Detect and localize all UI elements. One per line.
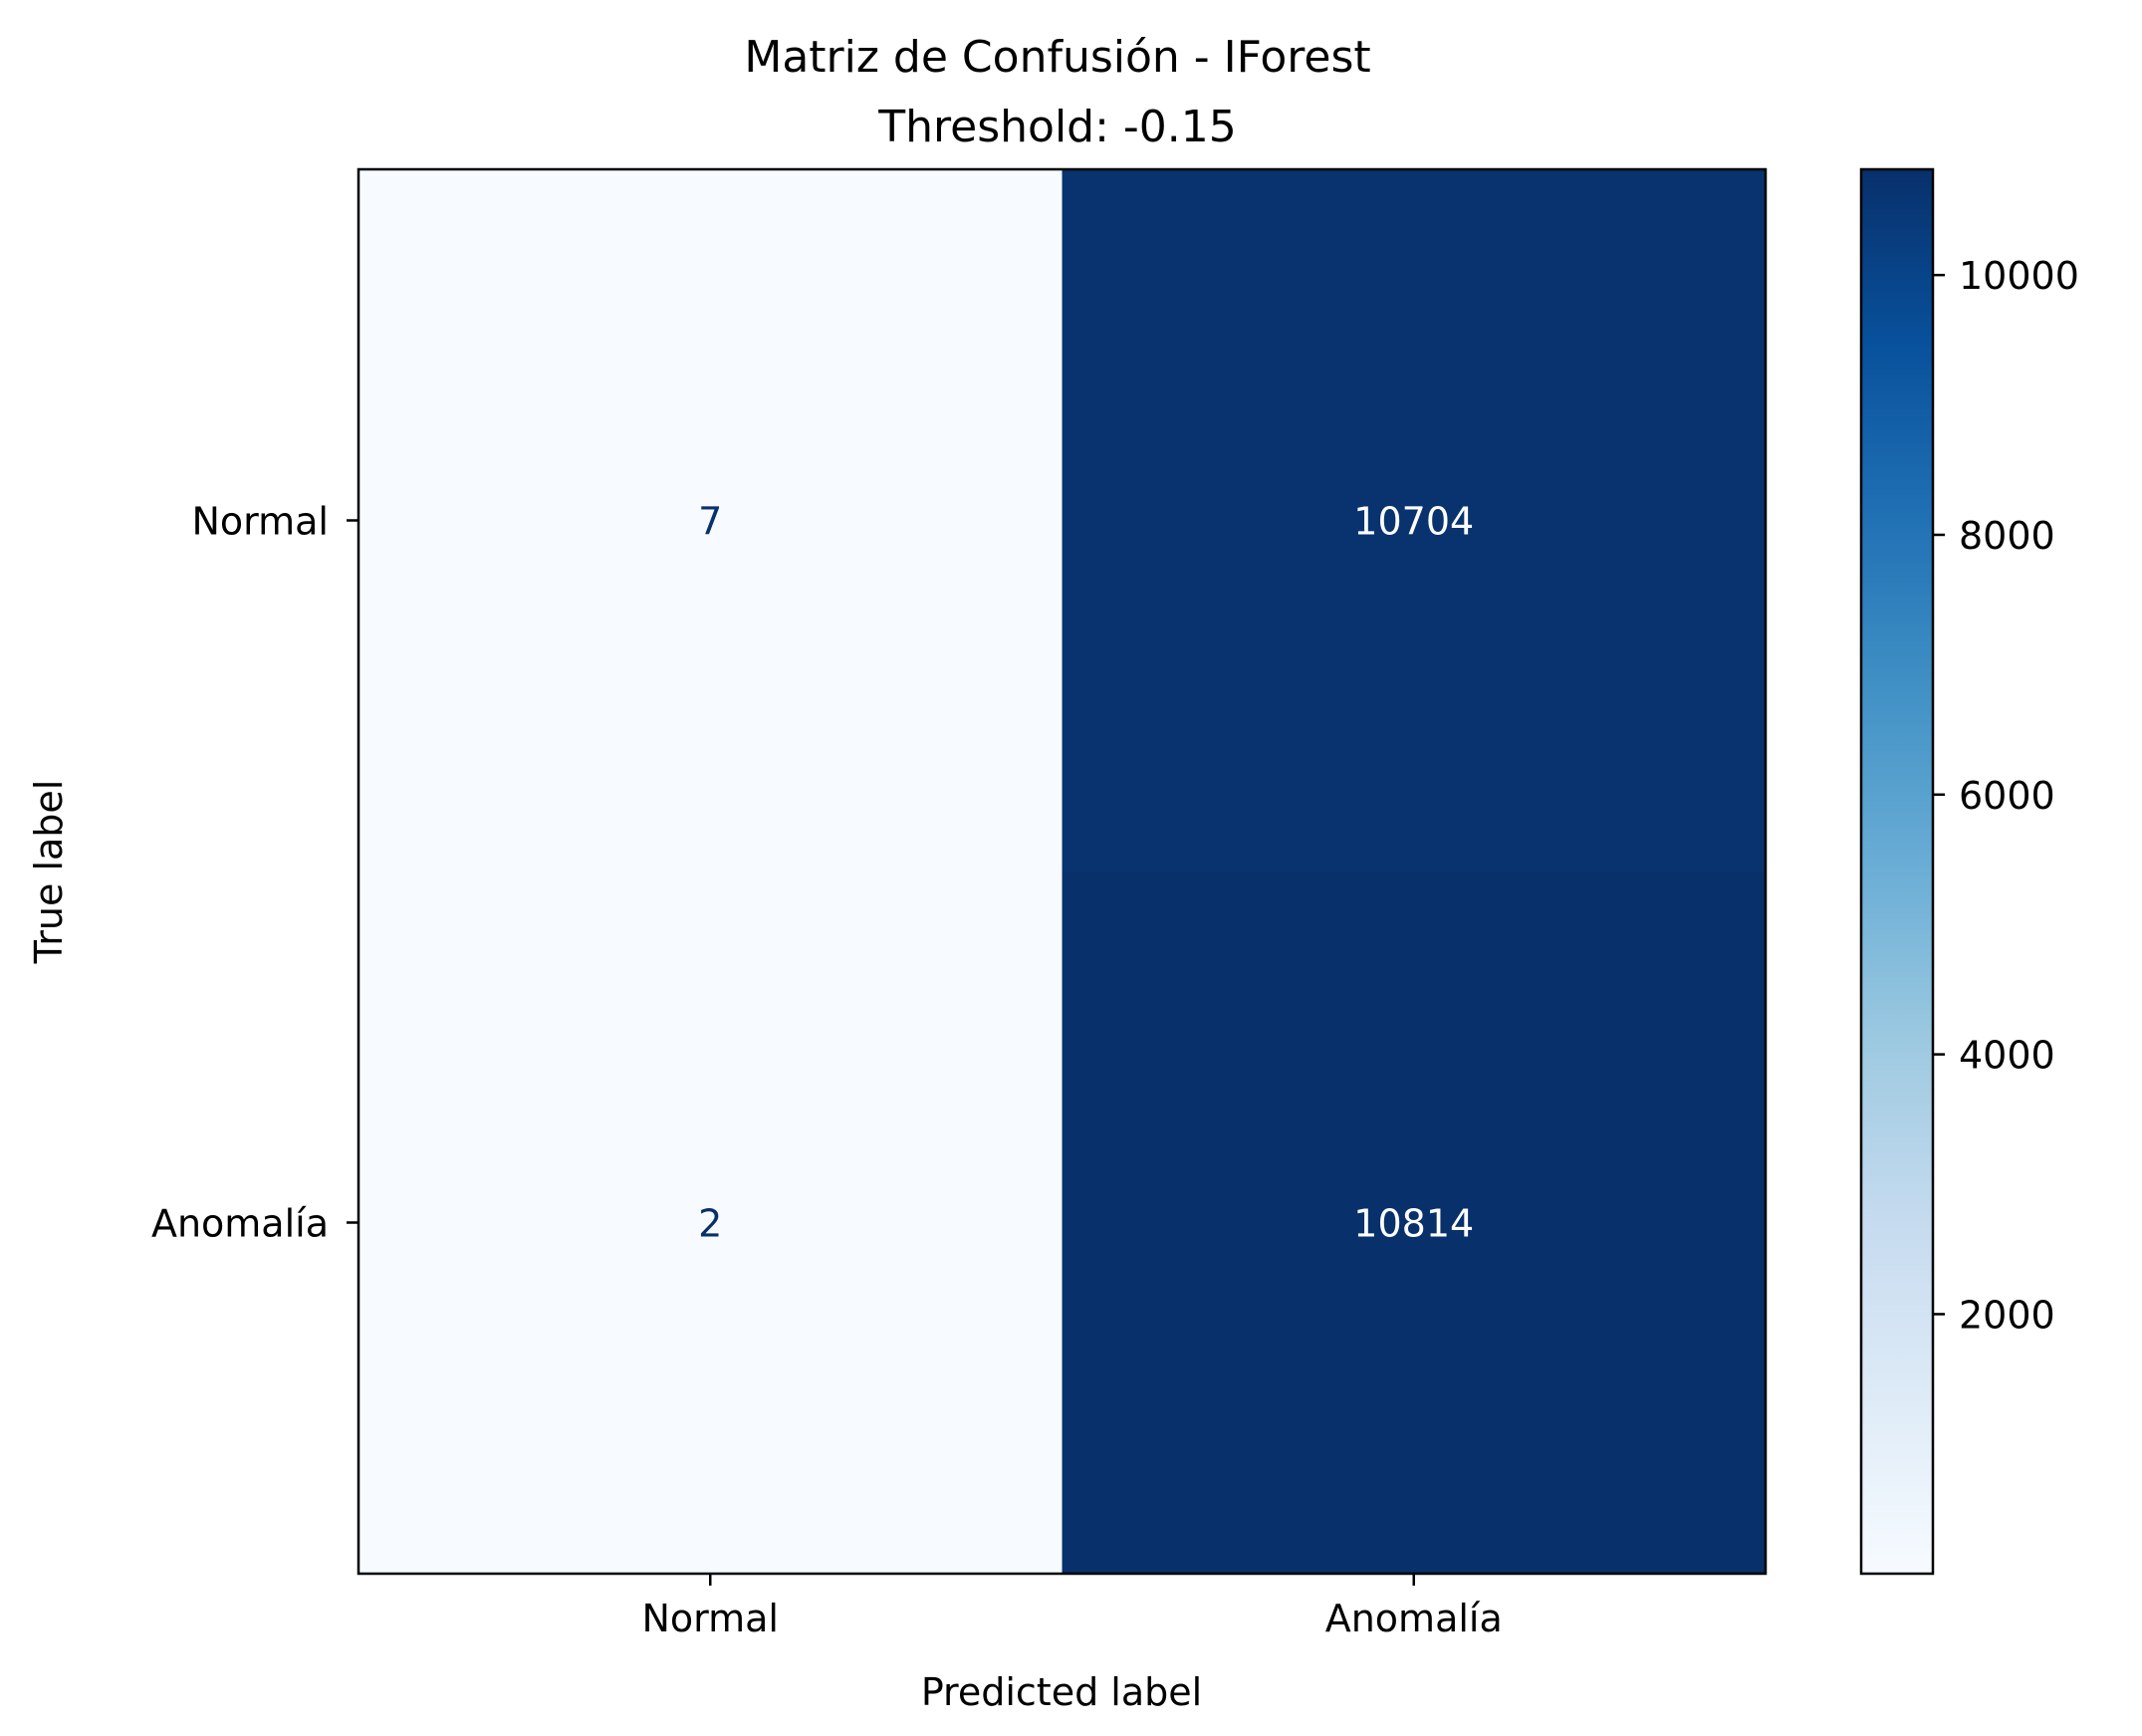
colorbar-tick-label: 4000 [1959, 1034, 2055, 1078]
y-axis-ticks: Normal Anomalía [151, 500, 358, 1246]
plot-frame [357, 167, 1768, 1576]
matrix-cell-value: 10814 [1353, 1202, 1474, 1246]
colorbar [1859, 167, 1935, 1576]
matrix-cell-value: 10704 [1353, 500, 1474, 544]
x-axis-ticks: Normal Anomalía [642, 1574, 1503, 1640]
chart-title: Matriz de Confusión - IForest [744, 32, 1370, 83]
y-axis-label: True label [27, 780, 71, 965]
x-tick-label: Normal [642, 1597, 780, 1640]
colorbar-tick-label: 10000 [1959, 254, 2079, 298]
chart-subtitle: Threshold: -0.15 [877, 102, 1237, 152]
matrix-cell [1062, 871, 1766, 1574]
matrix-cells [358, 169, 1766, 1574]
x-tick-label: Anomalía [1325, 1597, 1503, 1640]
y-tick-label: Anomalía [151, 1202, 329, 1246]
matrix-cell-value: 7 [698, 500, 722, 544]
matrix-cell [1062, 169, 1766, 871]
matrix-cell [358, 169, 1063, 871]
colorbar-tick-label: 2000 [1959, 1293, 2055, 1337]
x-axis-label: Predicted label [921, 1670, 1202, 1714]
matrix-cell [358, 871, 1063, 1574]
matrix-cell-labels: 7 10704 2 10814 [698, 500, 1474, 1246]
y-tick-label: Normal [192, 500, 330, 544]
colorbar-tick-label: 8000 [1959, 514, 2055, 558]
matrix-cell-value: 2 [698, 1202, 722, 1246]
colorbar-tick-label: 6000 [1959, 774, 2055, 818]
colorbar-ticks: 2000 4000 6000 8000 10000 [1933, 254, 2079, 1337]
